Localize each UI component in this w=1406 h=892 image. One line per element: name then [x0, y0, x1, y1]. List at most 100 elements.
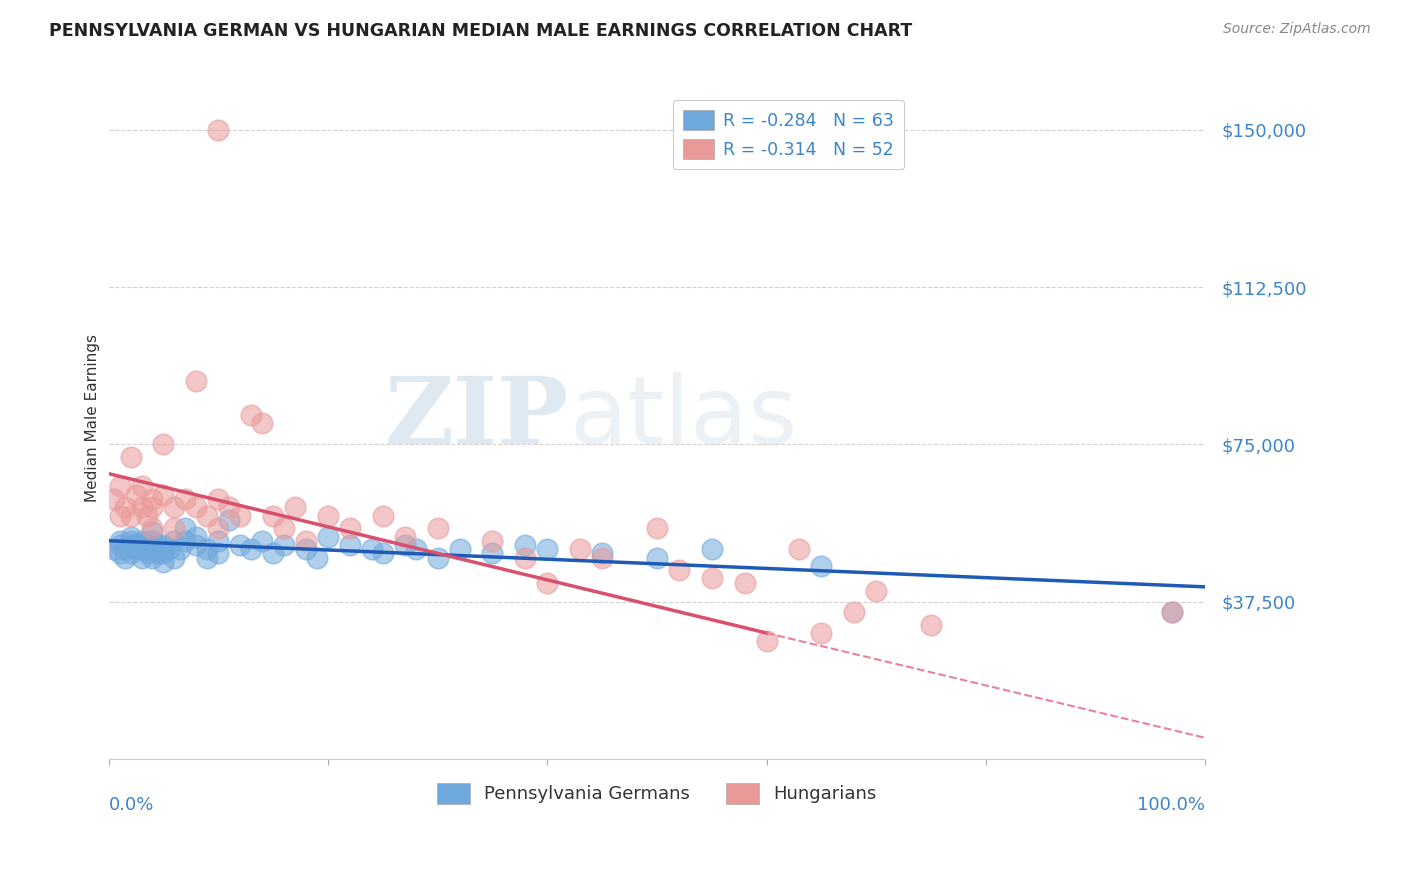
Point — [136, 508, 159, 523]
Point — [131, 542, 153, 557]
Point — [163, 500, 186, 515]
Point — [120, 533, 142, 548]
Point — [1161, 605, 1184, 619]
Point — [114, 500, 136, 515]
Point — [426, 521, 449, 535]
Point — [108, 508, 131, 523]
Point — [186, 500, 208, 515]
Point — [141, 542, 163, 557]
Point — [141, 491, 163, 506]
Point — [515, 550, 537, 565]
Point — [152, 437, 174, 451]
Text: ZIP: ZIP — [385, 373, 569, 463]
Point — [207, 521, 229, 535]
Point — [273, 538, 295, 552]
Point — [700, 572, 723, 586]
Legend: Pennsylvania Germans, Hungarians: Pennsylvania Germans, Hungarians — [430, 776, 884, 811]
Point — [108, 538, 131, 552]
Point — [262, 546, 284, 560]
Point — [114, 542, 136, 557]
Point — [273, 521, 295, 535]
Point — [141, 525, 163, 540]
Point — [136, 546, 159, 560]
Point — [316, 508, 339, 523]
Point — [131, 550, 153, 565]
Point — [174, 533, 197, 548]
Point — [163, 533, 186, 548]
Point — [163, 521, 186, 535]
Point — [174, 521, 197, 535]
Point — [284, 500, 307, 515]
Point — [136, 538, 159, 552]
Point — [734, 575, 756, 590]
Point — [426, 550, 449, 565]
Y-axis label: Median Male Earnings: Median Male Earnings — [86, 334, 100, 502]
Point — [125, 542, 148, 557]
Point — [481, 533, 503, 548]
Point — [810, 626, 832, 640]
Point — [163, 550, 186, 565]
Point — [536, 575, 558, 590]
Point — [240, 542, 263, 557]
Point — [371, 546, 394, 560]
Point — [229, 508, 252, 523]
Point — [103, 491, 125, 506]
Point — [195, 508, 218, 523]
Point — [295, 542, 318, 557]
Point — [339, 521, 361, 535]
Point — [405, 542, 427, 557]
Point — [152, 546, 174, 560]
Point — [108, 479, 131, 493]
Point — [120, 546, 142, 560]
Point — [789, 542, 811, 557]
Point — [195, 542, 218, 557]
Point — [103, 542, 125, 557]
Text: 0.0%: 0.0% — [108, 797, 155, 814]
Point — [360, 542, 382, 557]
Point — [114, 550, 136, 565]
Point — [125, 538, 148, 552]
Point — [152, 488, 174, 502]
Point — [262, 508, 284, 523]
Point — [146, 538, 169, 552]
Text: Source: ZipAtlas.com: Source: ZipAtlas.com — [1223, 22, 1371, 37]
Point — [141, 500, 163, 515]
Point — [157, 542, 180, 557]
Point — [449, 542, 471, 557]
Point — [844, 605, 866, 619]
Point — [207, 546, 229, 560]
Point — [250, 417, 273, 431]
Point — [250, 533, 273, 548]
Point — [339, 538, 361, 552]
Point — [207, 491, 229, 506]
Point — [186, 530, 208, 544]
Point — [1161, 605, 1184, 619]
Point — [371, 508, 394, 523]
Point — [131, 479, 153, 493]
Point — [645, 550, 668, 565]
Point — [218, 513, 240, 527]
Point — [131, 533, 153, 548]
Point — [394, 538, 416, 552]
Point — [755, 634, 778, 648]
Point — [810, 558, 832, 573]
Point — [515, 538, 537, 552]
Point — [229, 538, 252, 552]
Point — [305, 550, 328, 565]
Point — [591, 546, 613, 560]
Point — [700, 542, 723, 557]
Point — [920, 617, 942, 632]
Point — [108, 546, 131, 560]
Point — [141, 521, 163, 535]
Point — [207, 123, 229, 137]
Point — [207, 533, 229, 548]
Point — [481, 546, 503, 560]
Point — [865, 584, 887, 599]
Point — [569, 542, 592, 557]
Point — [141, 550, 163, 565]
Point — [120, 530, 142, 544]
Point — [146, 546, 169, 560]
Point — [120, 450, 142, 464]
Point — [174, 491, 197, 506]
Point — [195, 550, 218, 565]
